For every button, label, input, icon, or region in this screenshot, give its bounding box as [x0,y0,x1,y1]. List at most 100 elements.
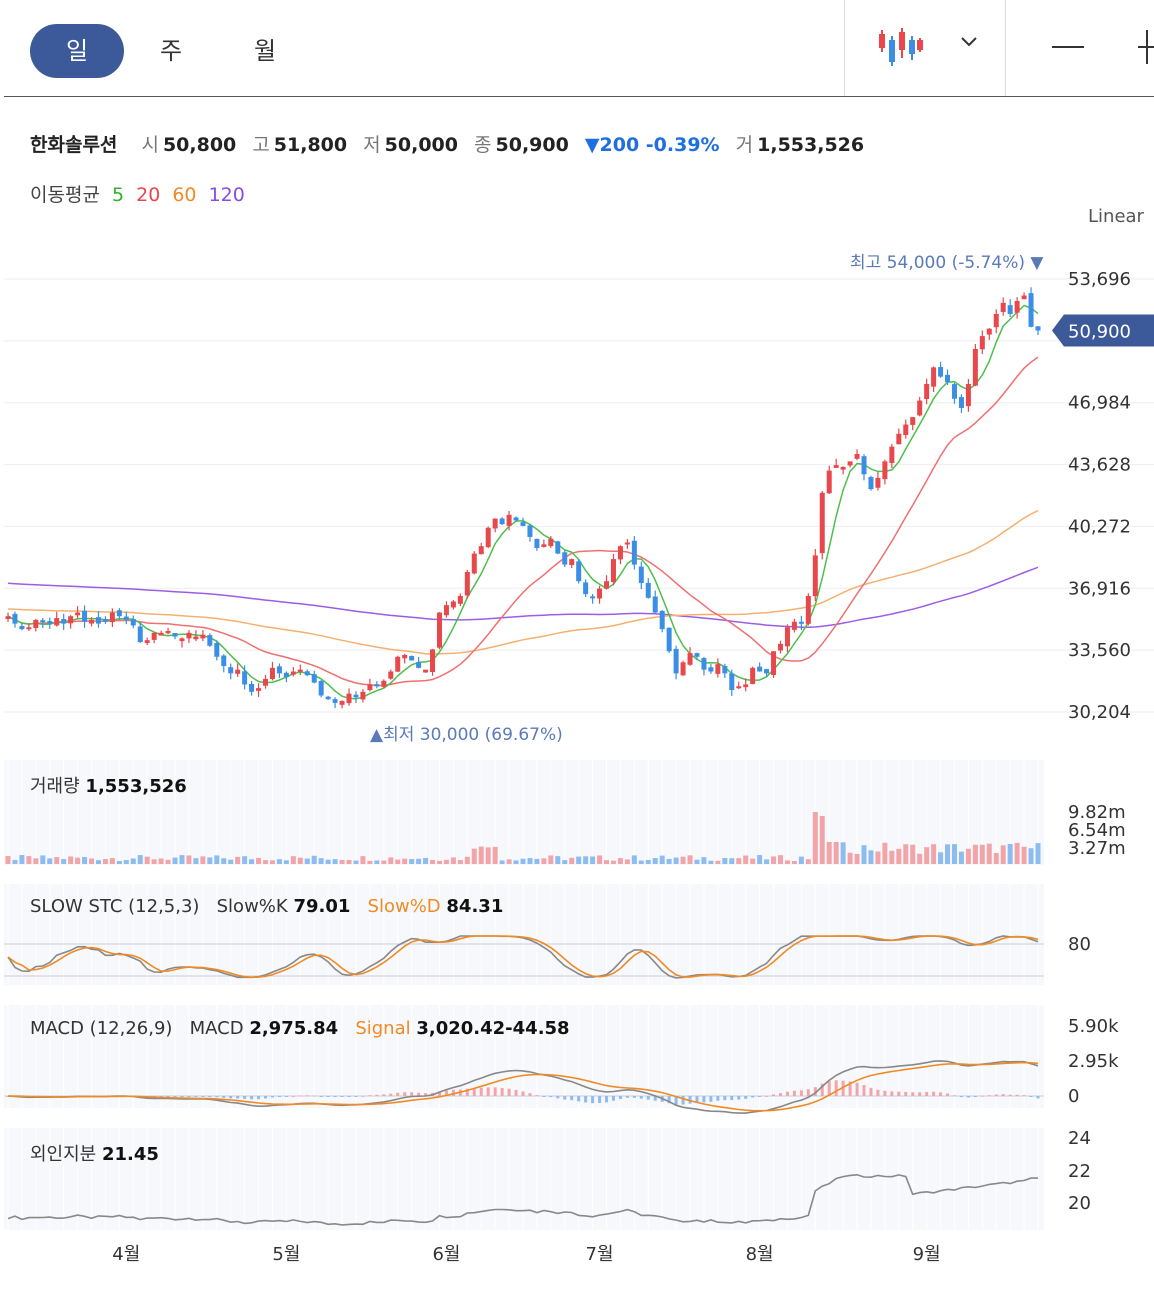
candle-body [207,635,213,646]
volume-bar [694,859,700,864]
foreign-axis-tick: 20 [1068,1193,1091,1214]
macd-histogram-bar [284,1096,288,1097]
x-axis-tick: 5월 [272,1244,300,1265]
candle-body [659,610,665,630]
candle-body [367,684,373,691]
volume-bar [436,860,442,864]
candle-body [645,582,651,598]
period-monthly-button[interactable]: 월 [253,37,277,65]
scale-toggle[interactable]: Linear [1088,206,1144,227]
macd-histogram-bar [215,1096,219,1098]
volume-bar [520,858,526,864]
volume-bar [332,859,338,864]
candle-body [1021,295,1027,300]
volume-bar [750,858,756,864]
volume-bar [381,860,387,864]
crosshair-icon[interactable] [1138,30,1154,64]
macd-histogram-bar [855,1082,859,1096]
volume-bar [889,850,895,864]
volume-bar [805,859,811,864]
volume-bar [631,855,637,864]
volume-bar [193,858,199,864]
candle-body [283,672,289,678]
macd-histogram-bar [973,1096,977,1097]
volume-bar [993,853,999,864]
macd-histogram-bar [869,1087,873,1096]
price-axis-tick: 33,560 [1068,640,1131,661]
open-label: 시 [141,134,159,156]
candle-body [374,684,380,687]
candle-body [590,596,596,599]
volume-bar [680,856,686,864]
volume-bar [200,856,206,864]
ma-label: 이동평균 [30,184,100,206]
chevron-down-icon[interactable] [958,30,980,52]
macd-histogram-bar [834,1080,838,1096]
macd-histogram-bar [410,1092,414,1096]
candle-body [381,680,387,687]
volume-bar [903,844,909,864]
volume-bar [33,858,39,864]
period-daily-button[interactable]: 일 [30,24,124,78]
candle-body [82,610,88,622]
period-weekly-button[interactable]: 주 [159,37,183,65]
macd-histogram-bar [799,1090,803,1096]
candle-body [986,328,992,335]
candle-body [604,581,610,589]
volume-bar [555,856,561,864]
stc-axis-tick: 80 [1068,934,1091,955]
volume-bar [513,860,519,864]
volume-bar [958,851,964,864]
candle-body [89,619,95,624]
macd-histogram-bar [187,1096,191,1097]
volume-axis-tick: 3.27m [1068,838,1126,859]
volume-bar [144,856,150,864]
macd-histogram-bar [577,1096,581,1102]
macd-histogram-bar [556,1096,560,1099]
macd-panel-label: MACD (12,26,9) MACD 2,975.84 Signal 3,02… [30,1018,570,1039]
close-label: 종 [474,134,492,156]
macd-histogram-bar [779,1093,782,1096]
volume-bar [847,852,853,864]
candle-body [443,605,449,616]
macd-histogram-bar [605,1096,609,1103]
candle-body [436,612,442,648]
volume-bar [47,858,53,864]
volume-bar [228,859,234,864]
macd-axis-tick: 5.90k [1068,1016,1119,1037]
macd-histogram-bar [250,1096,254,1100]
volume-bar [318,858,324,864]
macd-axis-tick: 2.95k [1068,1051,1119,1072]
volume-bar [457,860,463,864]
macd-histogram-bar [493,1087,497,1096]
candle-body [722,666,728,674]
foreign-panel [4,1128,1044,1230]
volume-bar [743,855,749,864]
candle-body [332,699,338,703]
candle-body [826,470,832,494]
volume-bar [1007,843,1013,864]
macd-histogram-bar [500,1088,504,1096]
candle-body [325,696,331,700]
macd-histogram-bar [862,1084,866,1096]
candle-body [1028,293,1034,327]
toolbar-underline [4,96,1154,97]
candle-body [276,666,282,674]
volume-bar [430,859,436,864]
volume-bar [673,857,679,864]
macd-histogram-bar [229,1096,233,1099]
macd-histogram-bar [479,1087,483,1096]
candle-body [951,384,957,399]
macd-histogram-bar [751,1096,755,1098]
price-chart[interactable]: 53,696 46,984 43,628 40,272 36,916 33,560 30,2… [0,230,1154,1290]
candle-body [993,313,999,328]
minus-icon[interactable] [1052,46,1084,48]
volume-bar [402,858,408,864]
candle-body [520,522,526,526]
candle-body [694,653,700,657]
candle-body [903,424,909,436]
candlestick-icon[interactable] [876,26,926,70]
ma-5: 5 [111,184,125,206]
open-value: 50,800 [162,134,237,156]
candle-body [875,477,881,488]
